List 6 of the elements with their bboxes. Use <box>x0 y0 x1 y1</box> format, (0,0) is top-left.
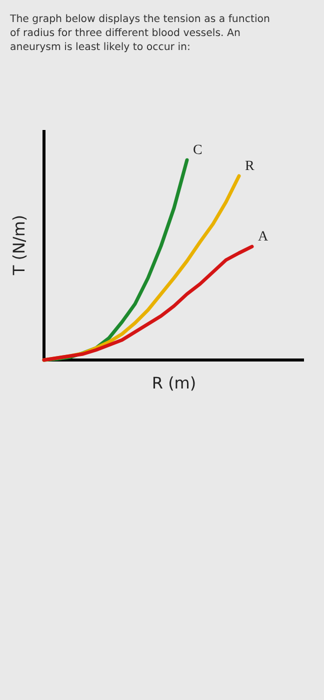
y-axis-title: T (N/m) <box>9 214 28 276</box>
x-axis-title: R (m) <box>152 373 196 392</box>
chart-title: The graph below displays the tension as a function of radius for three different blood vessels. An aneurysm is least likely to occur in: <box>9 14 270 53</box>
series-label: C <box>193 143 202 158</box>
series-label: A <box>258 230 269 245</box>
series-label: R <box>245 159 255 174</box>
